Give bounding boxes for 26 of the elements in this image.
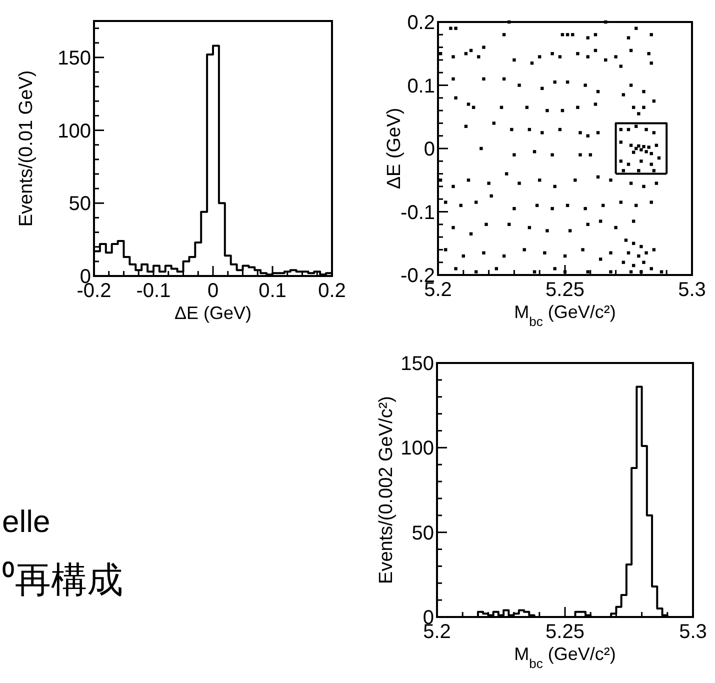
x-axis-title: M$_{bc}$ (GeV/c²): [514, 644, 616, 670]
y-axis-title: Events/(0.01 GeV): [16, 70, 37, 227]
y-axis-title: ΔE (GeV): [384, 108, 405, 190]
x-tick-label: 5.25: [546, 621, 584, 643]
y-tick-label: 50: [412, 522, 434, 544]
text: elle: [2, 504, 50, 539]
y-tick-label: 50: [68, 193, 91, 216]
y-tick-label: 150: [58, 47, 91, 70]
x-tick-label: 5.25: [546, 279, 584, 301]
x-tick-label: 0.2: [318, 280, 346, 302]
x-tick-label: 5.3: [678, 279, 706, 301]
x-tick-label: -0.1: [136, 280, 171, 302]
y-tick-label: 0.1: [407, 75, 435, 98]
y-tick-label: 150: [400, 353, 434, 375]
y-tick-label: 100: [400, 438, 434, 460]
text: ⁰再構成: [2, 559, 123, 600]
y-tick-label: 100: [58, 120, 91, 142]
y-tick-label: 0: [424, 138, 435, 160]
x-tick-label: 0: [207, 280, 219, 302]
y-tick-label: 0.2: [407, 12, 435, 34]
x-tick-label: 0.1: [258, 280, 286, 302]
y-axis-title: Events/(0.002 GeV/c²): [376, 396, 397, 584]
x-axis-title: M$_{bc}$ (GeV/c²): [514, 302, 616, 328]
x-axis-title: ΔE (GeV): [174, 303, 252, 323]
y-tick-label: -0.1: [400, 202, 435, 224]
x-tick-label: 5.3: [679, 621, 707, 643]
